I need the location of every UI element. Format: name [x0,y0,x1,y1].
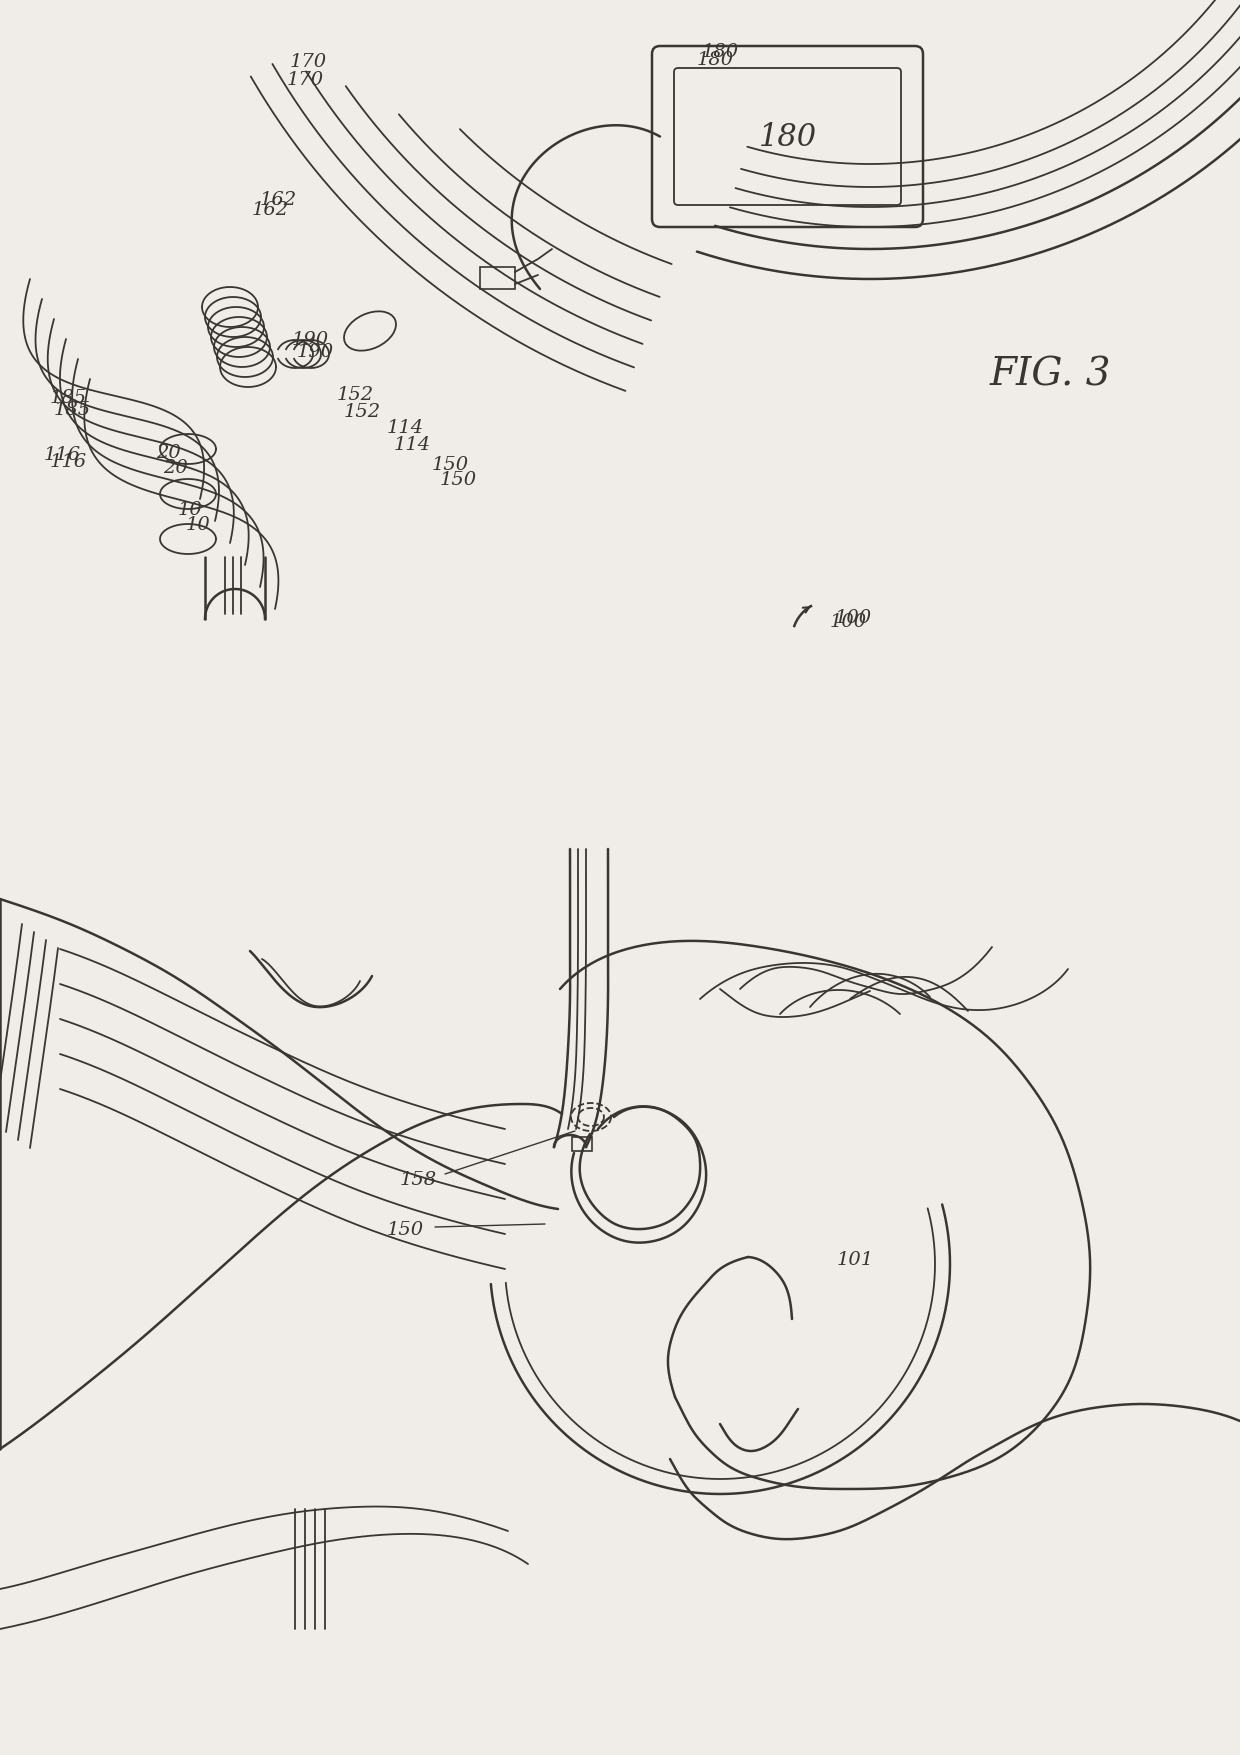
Text: 20: 20 [162,458,187,477]
Bar [572,1137,591,1151]
Ellipse shape [343,312,396,351]
Text: 114: 114 [393,435,430,455]
Text: 185: 185 [50,390,87,407]
Text: 162: 162 [252,200,289,219]
Text: 100: 100 [830,612,867,630]
Text: 20: 20 [156,444,180,462]
Text: 152: 152 [336,386,373,404]
Text: 10: 10 [186,516,211,534]
Text: 100: 100 [835,609,872,627]
Text: 116: 116 [50,453,87,470]
FancyBboxPatch shape [652,47,923,228]
Text: 190: 190 [291,330,329,349]
Text: 101: 101 [837,1250,873,1269]
Text: 180: 180 [759,121,817,153]
Text: 190: 190 [296,342,334,362]
Text: 170: 170 [289,53,326,70]
Text: 150: 150 [387,1220,424,1239]
Text: 116: 116 [43,446,81,463]
Text: 114: 114 [387,419,424,437]
Text: FIG. 3: FIG. 3 [990,356,1111,393]
FancyBboxPatch shape [675,68,901,205]
Text: 162: 162 [259,191,296,209]
Text: 180: 180 [702,42,739,61]
Text: 152: 152 [343,402,381,421]
Text: 150: 150 [439,470,476,488]
Text: 158: 158 [399,1171,436,1188]
Text: 150: 150 [432,456,469,474]
Text: 180: 180 [697,51,734,68]
Text: 10: 10 [177,500,202,519]
Bar [480,269,515,290]
Text: 185: 185 [53,400,91,419]
Text: 170: 170 [286,70,324,90]
